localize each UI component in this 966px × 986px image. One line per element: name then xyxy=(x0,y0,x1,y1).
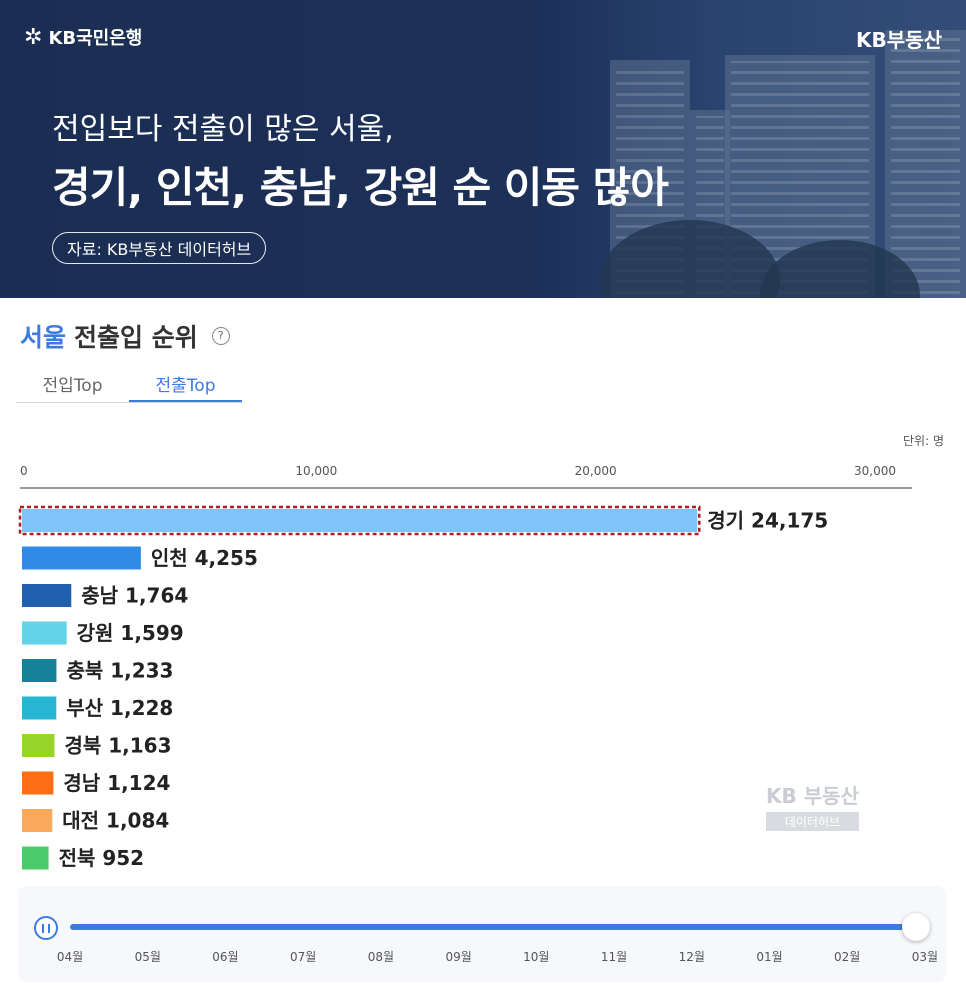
bar-label: 강원 1,599 xyxy=(77,621,184,645)
tab-move-out-top[interactable]: 전출Top xyxy=(129,372,242,402)
bar-label: 인천 4,255 xyxy=(151,546,258,570)
x-tick-label: 20,000 xyxy=(575,464,617,478)
x-tick-label: 0 xyxy=(20,464,28,478)
bar-label: 전북 952 xyxy=(59,846,145,870)
month-label[interactable]: 05월 xyxy=(134,950,161,964)
bar-충북[interactable] xyxy=(22,659,57,682)
bank-name: KB국민은행 xyxy=(48,28,143,49)
bar-label: 부산 1,228 xyxy=(66,696,173,720)
month-label[interactable]: 03월 xyxy=(911,950,939,964)
watermark-line2: 데이터허브 xyxy=(766,812,859,831)
pause-icon xyxy=(42,923,50,933)
bar-label: 경남 1,124 xyxy=(63,771,170,795)
month-label[interactable]: 06월 xyxy=(212,950,239,964)
kb-star-icon: ✲ xyxy=(24,24,43,50)
kb-realestate-logo: KB부동산 xyxy=(856,28,942,52)
tab-move-in-top[interactable]: 전입Top xyxy=(42,376,103,396)
x-tick-label: 30,000 xyxy=(854,464,896,478)
month-label[interactable]: 08월 xyxy=(367,950,395,964)
headline-line2: 경기, 인천, 충남, 강원 순 이동 많아 xyxy=(52,163,669,212)
timeline-months: 04월 05월 06월 07월 08월 09월 10월 11월 12월 01월 02월 03월 xyxy=(55,948,940,965)
source-badge: 자료: KB부동산 데이터허브 xyxy=(52,232,267,264)
month-label[interactable]: 10월 xyxy=(523,950,550,964)
month-label[interactable]: 04월 xyxy=(56,950,84,964)
ranking-tabs: 전입Top 전출Top xyxy=(16,372,242,403)
help-icon[interactable]: ? xyxy=(211,327,230,345)
timeline-player: 04월 05월 06월 07월 08월 09월 10월 11월 12월 01월 02월 03월 xyxy=(18,886,946,982)
pause-button[interactable] xyxy=(34,916,58,940)
watermark: KB 부동산 데이터허브 xyxy=(766,780,859,831)
header-banner: ✲ KB국민은행 KB부동산 전입보다 전출이 많은 서울, 경기, 인천, 충… xyxy=(0,0,966,298)
kb-bank-logo: ✲ KB국민은행 xyxy=(24,24,142,50)
x-tick-label: 10,000 xyxy=(295,464,337,478)
bar-경북[interactable] xyxy=(22,734,55,757)
month-label[interactable]: 01월 xyxy=(756,950,783,964)
bar-인천[interactable] xyxy=(22,546,141,570)
bar-label: 경기 24,175 xyxy=(707,509,828,533)
bar-부산[interactable] xyxy=(22,696,57,720)
month-label[interactable]: 12월 xyxy=(678,950,705,964)
building-bg xyxy=(885,30,966,298)
bar-label: 경북 1,163 xyxy=(64,734,171,758)
region-name: 서울 xyxy=(20,323,67,352)
bar-경기[interactable] xyxy=(22,509,698,532)
bar-강원[interactable] xyxy=(22,621,67,645)
month-label[interactable]: 02월 xyxy=(834,950,861,964)
bar-대전[interactable] xyxy=(22,809,53,832)
bar-충남[interactable] xyxy=(22,584,72,607)
section-title: 서울 전출입 순위 ? xyxy=(20,318,230,354)
timeline-knob[interactable] xyxy=(902,913,930,941)
move-out-bar-chart: 0 10,000 20,000 30,000 경기 24,175 인천 4,255 충남 … xyxy=(18,464,912,870)
watermark-line1: KB 부동산 xyxy=(766,784,859,808)
bar-label: 충남 1,764 xyxy=(81,584,188,608)
timeline-track[interactable] xyxy=(70,913,930,941)
highlight-outline xyxy=(18,505,701,536)
headline-line1: 전입보다 전출이 많은 서울, xyxy=(52,112,394,147)
title-text: 전출입 순위 xyxy=(74,323,198,352)
unit-label: 단위: 명 xyxy=(903,434,944,448)
bar-label: 충북 1,233 xyxy=(66,659,173,683)
month-label[interactable]: 07월 xyxy=(290,950,317,964)
month-label[interactable]: 09월 xyxy=(445,950,472,964)
bar-label: 대전 1,084 xyxy=(62,809,169,833)
bar-경남[interactable] xyxy=(22,771,54,795)
timeline-progress xyxy=(70,924,916,930)
month-label[interactable]: 11월 xyxy=(600,950,628,964)
bar-전북[interactable] xyxy=(22,846,49,870)
